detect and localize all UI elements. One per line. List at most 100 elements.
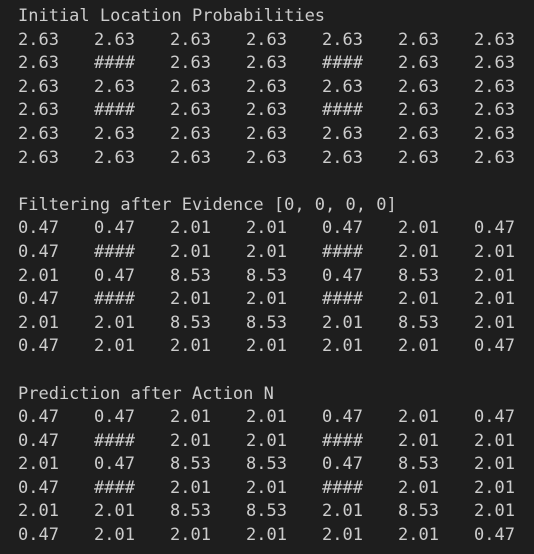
probability-cell: 2.01 — [398, 289, 439, 310]
probability-cell: 2.01 — [246, 525, 287, 546]
probability-cell: 2.01 — [246, 407, 287, 428]
probability-cell: 2.63 — [474, 123, 515, 144]
probability-cell: 0.47 — [18, 289, 59, 310]
probability-cell: 2.63 — [18, 53, 59, 74]
grid-row: 2.63 2.63 2.63 2.63 2.63 2.63 2.63 — [18, 76, 534, 100]
section-title: Prediction after Action N — [18, 383, 274, 404]
probability-cell: 2.01 — [170, 289, 211, 310]
probability-cell: 2.01 — [398, 407, 439, 428]
probability-cell: 2.01 — [398, 336, 439, 357]
probability-cell: 2.63 — [246, 147, 287, 168]
probability-cell: 8.53 — [398, 501, 439, 522]
probability-cell: 2.63 — [170, 123, 211, 144]
probability-grid: 0.47 0.47 2.01 2.01 0.47 2.01 0.47 0.47 #### 2.01… — [18, 217, 534, 359]
probability-cell: 0.47 — [94, 454, 135, 475]
probability-cell: 2.63 — [18, 147, 59, 168]
wall-cell: #### — [322, 241, 363, 262]
probability-cell: 8.53 — [170, 454, 211, 475]
probability-cell: 0.47 — [18, 477, 59, 498]
probability-cell: 8.53 — [398, 454, 439, 475]
probability-cell: 2.01 — [322, 336, 363, 357]
probability-cell: 2.01 — [474, 454, 515, 475]
section-title: Initial Location Probabilities — [18, 6, 326, 26]
probability-cell: 2.01 — [474, 501, 515, 522]
wall-cell: #### — [94, 477, 135, 498]
wall-cell: #### — [322, 477, 363, 498]
probability-cell: 2.63 — [94, 29, 135, 50]
probability-cell: 2.01 — [170, 430, 211, 451]
probability-cell: 8.53 — [170, 312, 211, 333]
probability-cell: 0.47 — [18, 241, 59, 262]
probability-cell: 0.47 — [18, 430, 59, 451]
wall-cell: #### — [322, 100, 363, 121]
probability-cell: 2.01 — [18, 501, 59, 522]
probability-cell: 2.01 — [170, 218, 211, 239]
probability-cell: 8.53 — [246, 501, 287, 522]
probability-cell: 2.01 — [474, 312, 515, 333]
probability-cell: 0.47 — [474, 525, 515, 546]
probability-cell: 8.53 — [246, 265, 287, 286]
probability-cell: 2.63 — [398, 76, 439, 97]
probability-cell: 2.63 — [246, 53, 287, 74]
probability-cell: 2.01 — [246, 218, 287, 239]
probability-cell: 2.01 — [322, 501, 363, 522]
grid-row: 0.47 0.47 2.01 2.01 0.47 2.01 0.47 — [18, 217, 534, 241]
grid-row: 2.63 #### 2.63 2.63 #### 2.63 2.63 — [18, 52, 534, 76]
section-filtering: Filtering after Evidence [0, 0, 0, 0] 0.… — [18, 194, 534, 359]
grid-row: 0.47 #### 2.01 2.01 #### 2.01 2.01 — [18, 288, 534, 312]
probability-cell: 2.63 — [18, 123, 59, 144]
probability-cell: 0.47 — [474, 407, 515, 428]
probability-cell: 2.63 — [18, 76, 59, 97]
probability-cell: 2.63 — [170, 29, 211, 50]
probability-cell: 2.63 — [170, 100, 211, 121]
grid-row: 2.01 2.01 8.53 8.53 2.01 8.53 2.01 — [18, 500, 534, 524]
probability-cell: 2.63 — [322, 76, 363, 97]
probability-cell: 2.01 — [18, 265, 59, 286]
wall-cell: #### — [94, 430, 135, 451]
wall-cell: #### — [322, 53, 363, 74]
probability-cell: 2.01 — [94, 336, 135, 357]
probability-cell: 0.47 — [18, 525, 59, 546]
probability-cell: 2.01 — [398, 218, 439, 239]
probability-cell: 2.63 — [246, 100, 287, 121]
probability-cell: 8.53 — [170, 265, 211, 286]
probability-cell: 0.47 — [474, 218, 515, 239]
blank-line — [18, 170, 534, 194]
probability-cell: 0.47 — [18, 336, 59, 357]
probability-cell: 0.47 — [474, 336, 515, 357]
grid-row: 2.63 2.63 2.63 2.63 2.63 2.63 2.63 — [18, 29, 534, 53]
probability-cell: 0.47 — [322, 218, 363, 239]
probability-cell: 2.63 — [398, 123, 439, 144]
probability-cell: 2.63 — [170, 53, 211, 74]
probability-cell: 2.63 — [94, 76, 135, 97]
probability-cell: 2.01 — [474, 477, 515, 498]
probability-cell: 0.47 — [94, 407, 135, 428]
probability-cell: 2.63 — [94, 147, 135, 168]
grid-row: 2.63 2.63 2.63 2.63 2.63 2.63 2.63 — [18, 123, 534, 147]
probability-cell: 8.53 — [246, 312, 287, 333]
probability-cell: 2.01 — [246, 477, 287, 498]
grid-row: 0.47 #### 2.01 2.01 #### 2.01 2.01 — [18, 241, 534, 265]
probability-cell: 2.01 — [246, 336, 287, 357]
probability-cell: 2.63 — [18, 29, 59, 50]
probability-cell: 2.01 — [170, 525, 211, 546]
probability-cell: 2.01 — [398, 241, 439, 262]
probability-cell: 0.47 — [322, 407, 363, 428]
probability-cell: 2.63 — [474, 76, 515, 97]
blank-line — [18, 359, 534, 383]
probability-cell: 2.01 — [322, 525, 363, 546]
probability-cell: 0.47 — [18, 407, 59, 428]
probability-cell: 2.63 — [474, 53, 515, 74]
probability-cell: 2.63 — [18, 100, 59, 121]
grid-row: 2.01 0.47 8.53 8.53 0.47 8.53 2.01 — [18, 453, 534, 477]
grid-row: 2.63 2.63 2.63 2.63 2.63 2.63 2.63 — [18, 147, 534, 171]
probability-cell: 2.01 — [94, 312, 135, 333]
grid-row: 0.47 2.01 2.01 2.01 2.01 2.01 0.47 — [18, 335, 534, 359]
wall-cell: #### — [94, 241, 135, 262]
grid-row: 0.47 2.01 2.01 2.01 2.01 2.01 0.47 — [18, 524, 534, 548]
probability-cell: 2.01 — [18, 454, 59, 475]
probability-cell: 2.01 — [246, 430, 287, 451]
grid-row: 0.47 #### 2.01 2.01 #### 2.01 2.01 — [18, 477, 534, 501]
probability-cell: 2.01 — [18, 312, 59, 333]
